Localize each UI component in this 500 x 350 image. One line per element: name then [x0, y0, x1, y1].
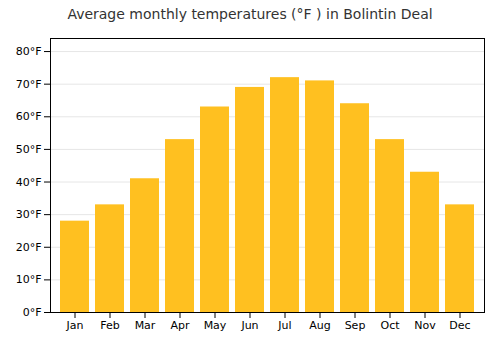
svg-text:40°F: 40°F [16, 176, 42, 189]
svg-text:Dec: Dec [449, 319, 470, 332]
svg-text:10°F: 10°F [16, 273, 42, 286]
svg-text:0°F: 0°F [23, 306, 42, 319]
svg-text:Apr: Apr [170, 319, 190, 332]
svg-text:Oct: Oct [380, 319, 400, 332]
svg-text:20°F: 20°F [16, 241, 42, 254]
svg-text:80°F: 80°F [16, 45, 42, 58]
svg-text:May: May [204, 319, 227, 332]
svg-text:30°F: 30°F [16, 208, 42, 221]
html-text:Average monthly temperatures (: Average monthly temperatures (°F ) in Bo… [67, 6, 433, 22]
svg-text:Feb: Feb [100, 319, 119, 332]
svg-text:Jan: Jan [66, 319, 84, 332]
svg-text:Jul: Jul [277, 319, 291, 332]
svg-text:Jun: Jun [240, 319, 258, 332]
svg-text:70°F: 70°F [16, 78, 42, 91]
svg-text:60°F: 60°F [16, 110, 42, 123]
svg-text:50°F: 50°F [16, 143, 42, 156]
svg-text:Aug: Aug [309, 319, 330, 332]
svg-text:Sep: Sep [345, 319, 366, 332]
svg-text:Mar: Mar [135, 319, 156, 332]
svg-text:Nov: Nov [414, 319, 436, 332]
